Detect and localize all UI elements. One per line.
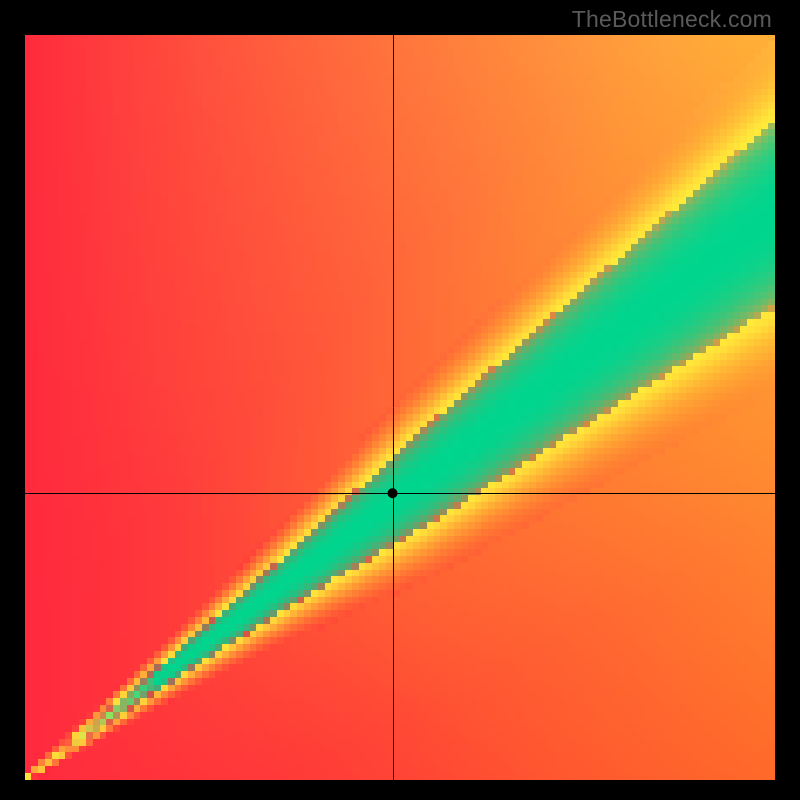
bottleneck-heatmap — [25, 35, 775, 780]
watermark-text: TheBottleneck.com — [572, 6, 772, 33]
heatmap-canvas — [25, 35, 775, 780]
